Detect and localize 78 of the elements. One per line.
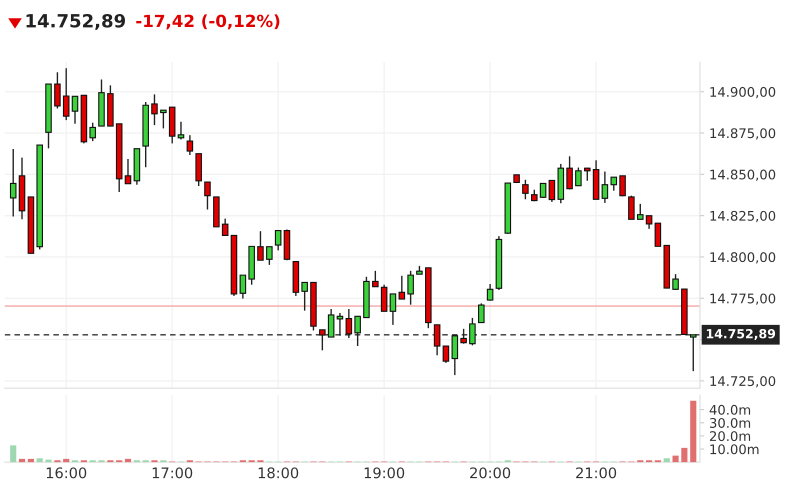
y-tick-label: 14.725,00	[710, 376, 776, 388]
candlestick	[522, 179, 529, 200]
bar	[45, 460, 52, 462]
candlestick	[10, 148, 16, 218]
candlestick	[398, 275, 406, 300]
candlestick	[178, 121, 184, 140]
candlestick	[372, 270, 379, 288]
bar	[36, 458, 43, 462]
candlestick	[548, 180, 556, 203]
candlestick	[204, 181, 211, 210]
candlestick	[319, 329, 326, 352]
bar	[681, 448, 688, 462]
candlestick	[531, 189, 538, 202]
y-tick-label: 14.900,00	[710, 86, 776, 98]
candlestick	[124, 158, 132, 184]
x-tick-label: 20:00	[470, 467, 510, 478]
x-tick-label: 17:00	[152, 467, 192, 478]
chart-subtitle: -17,42 (-0,12%)	[136, 14, 280, 30]
y-tick-label: 20.0m	[710, 431, 750, 442]
chart-title: 14.752,89	[26, 14, 125, 30]
candlestick	[628, 194, 635, 220]
x-tick-label: 16:00	[46, 467, 86, 478]
y-tick-label: 14.775,00	[710, 293, 776, 305]
candlestick	[672, 273, 679, 291]
candlestick	[380, 284, 388, 312]
bar	[690, 400, 696, 462]
bar	[10, 445, 16, 462]
candlestick	[328, 308, 334, 338]
candlestick	[452, 335, 458, 376]
candlestick	[602, 170, 608, 204]
candlestick	[54, 72, 61, 110]
bar	[63, 458, 70, 462]
candlestick	[460, 328, 467, 344]
candlestick	[407, 270, 414, 306]
x-tick-label: 21:00	[576, 467, 616, 478]
y-tick-label: 14.850,00	[710, 170, 776, 181]
candlestick	[301, 282, 308, 312]
candlestick	[186, 134, 194, 156]
candlestick	[160, 110, 167, 130]
candlestick	[442, 345, 450, 364]
candlestick	[257, 230, 264, 261]
candlestick	[584, 166, 591, 182]
candlestick	[346, 308, 352, 339]
y-tick-label: 40.0m	[710, 404, 750, 415]
candlestick	[336, 312, 344, 336]
y-tick-label: 14.875,00	[710, 128, 776, 140]
candlestick	[619, 175, 626, 197]
candlestick	[646, 214, 652, 230]
candlestick	[575, 166, 582, 186]
y-tick-label: 30.0m	[710, 418, 750, 428]
candlestick	[434, 324, 440, 356]
candlestick	[240, 274, 246, 300]
x-tick-label: 19:00	[364, 467, 404, 478]
candlestick	[354, 316, 361, 347]
candlestick	[636, 203, 644, 220]
candlestick	[566, 156, 573, 190]
candlestick	[654, 222, 662, 247]
candlestick	[266, 246, 273, 266]
candlestick	[610, 176, 618, 192]
candlestick	[151, 94, 158, 126]
candlestick	[469, 317, 476, 346]
candlestick	[72, 96, 78, 124]
candlestick	[690, 334, 697, 372]
candlestick	[390, 293, 396, 326]
y-tick-label: 10.00m	[710, 444, 758, 454]
bar	[664, 458, 670, 462]
candlestick	[89, 122, 96, 142]
bar	[672, 456, 679, 462]
candlestick	[540, 182, 546, 199]
candlestick	[274, 230, 282, 252]
ref-line-label: 14.752,89	[706, 328, 776, 340]
x-tick-label: 18:00	[258, 467, 298, 478]
y-tick-label: 14.800,00	[710, 252, 776, 264]
y-tick-label: 14.825,00	[710, 210, 776, 222]
candlestick	[62, 68, 70, 121]
candlestick	[478, 302, 485, 324]
candlestick	[486, 283, 494, 302]
candlestick	[222, 218, 228, 236]
